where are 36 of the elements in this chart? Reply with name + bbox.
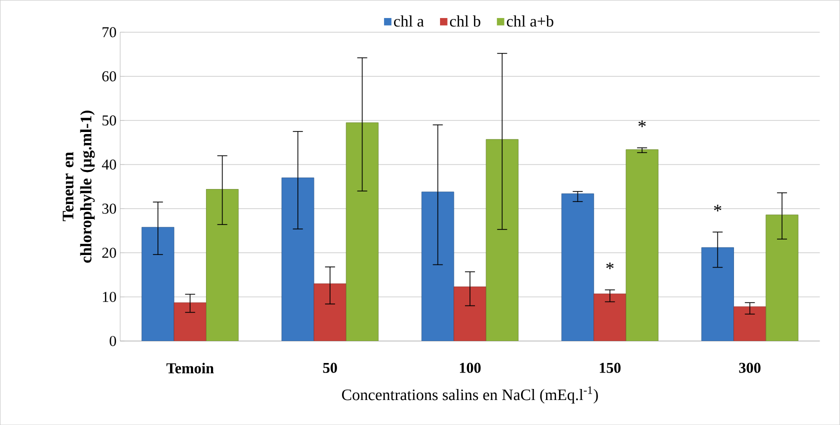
y-tick-label: 10 bbox=[102, 292, 116, 302]
y-tick-label: 40 bbox=[102, 159, 116, 170]
bar bbox=[314, 283, 346, 341]
bar bbox=[454, 286, 486, 341]
bar bbox=[626, 149, 658, 341]
x-tick-label: 150 bbox=[600, 362, 621, 373]
legend-label: chl a bbox=[394, 15, 424, 27]
y-tick-label: 60 bbox=[102, 71, 116, 82]
annotation: * bbox=[714, 204, 722, 212]
annotation: * bbox=[638, 120, 646, 127]
x-axis-title: Concentrations salins en NaCl (mEq.l$^{-1}$) bbox=[342, 386, 598, 404]
y-tick-label: 70 bbox=[102, 27, 116, 38]
legend-label: chl b bbox=[450, 15, 480, 27]
bar bbox=[174, 302, 206, 341]
annotation: * bbox=[606, 262, 614, 270]
bar bbox=[734, 306, 766, 341]
x-tick-label: Temoin bbox=[166, 362, 214, 374]
bar bbox=[422, 192, 454, 341]
y-tick-label: 20 bbox=[102, 248, 116, 258]
legend-label: chl a+b bbox=[506, 15, 554, 27]
bar bbox=[206, 188, 239, 341]
x-tick-label: 100 bbox=[460, 362, 481, 373]
x-tick-label: 50 bbox=[323, 362, 337, 373]
bar bbox=[282, 177, 314, 341]
bar bbox=[561, 193, 594, 341]
bar bbox=[346, 122, 379, 341]
y-tick-label: 50 bbox=[102, 115, 116, 126]
bar bbox=[701, 247, 734, 341]
y-axis-title: Teneur en chlorophylle (µg.ml-1) bbox=[62, 110, 95, 263]
bar bbox=[486, 139, 518, 341]
bar bbox=[142, 226, 174, 341]
bar bbox=[766, 214, 798, 341]
y-tick-label: 30 bbox=[102, 204, 116, 214]
y-tick-label: 0 bbox=[110, 336, 116, 346]
x-tick-label: 300 bbox=[739, 362, 761, 373]
bar bbox=[594, 294, 626, 341]
